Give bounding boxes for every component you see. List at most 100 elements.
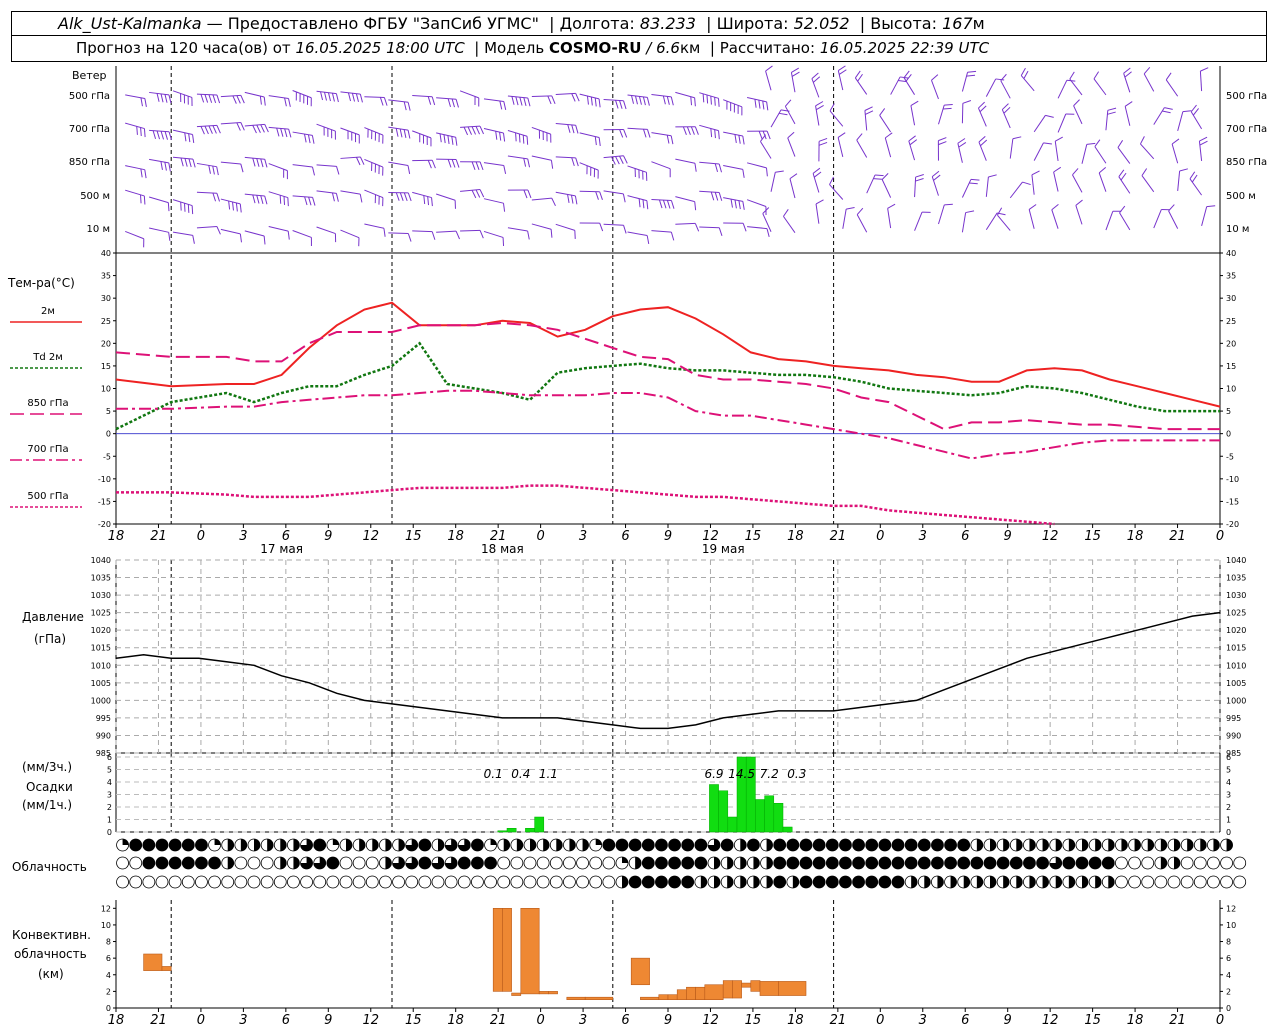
- lon-label: Долгота:: [559, 14, 635, 33]
- wind-barb-feather: [742, 201, 745, 210]
- time-tick-label: 0: [876, 529, 884, 544]
- time-tick-label: 6: [282, 529, 290, 544]
- cloud-symbol: [681, 875, 695, 889]
- pressure-tick-label-left: 1010: [91, 661, 111, 670]
- cloud-symbol: [444, 875, 458, 889]
- temp-legend-3: 700 гПа: [27, 444, 68, 455]
- wind-barb: [316, 164, 337, 167]
- wind-barb: [723, 131, 743, 137]
- wind-barb: [747, 226, 768, 230]
- wind-barb: [837, 137, 844, 158]
- wind-barb-feather: [666, 200, 671, 209]
- time-tick-label: 21: [830, 1013, 847, 1024]
- cloud-symbol: [208, 875, 221, 889]
- wind-barb: [627, 165, 647, 173]
- cloud-symbol: [694, 856, 708, 870]
- wind-barb-feather: [594, 136, 597, 146]
- cloud-symbol-half: [438, 839, 444, 851]
- wind-barb-feather: [263, 96, 266, 106]
- wind-barb-feather: [1031, 170, 1040, 176]
- wind-barb: [1141, 175, 1155, 193]
- precip-bar: [534, 816, 545, 833]
- wind-barb-feather: [702, 93, 705, 103]
- computed-time: 16.05.2025 22:39 UTC: [819, 39, 990, 57]
- wind-barb-feather: [1003, 106, 1011, 114]
- wind-barb-feather: [734, 199, 737, 209]
- conv-cloud-bar: [548, 991, 558, 995]
- wind-barb: [1020, 75, 1035, 92]
- wind-level-label-left: 500 м: [80, 191, 110, 202]
- wind-barb: [675, 91, 695, 99]
- wind-barb-feather: [427, 96, 432, 105]
- cloud-symbol: [773, 856, 787, 870]
- pressure-tick-label-left: 1040: [91, 556, 111, 565]
- wind-barb: [579, 190, 600, 193]
- cloud-symbol-half: [1029, 839, 1036, 851]
- time-tick-label: 18: [1127, 529, 1144, 544]
- cloud-symbol-half: [280, 857, 287, 869]
- wind-barb-feather: [216, 94, 221, 104]
- conv-cloud-bar: [778, 981, 807, 996]
- pressure-unit-label: (гПа): [34, 632, 66, 646]
- time-tick-label: 12: [362, 529, 379, 544]
- alt-value: 167: [942, 14, 973, 33]
- wind-barb-feather: [236, 95, 241, 104]
- wind-barb: [340, 127, 360, 136]
- cloud-symbol-half: [569, 839, 576, 851]
- wind-barb-feather: [403, 101, 407, 111]
- wind-barb-feather: [140, 194, 142, 204]
- wind-barb: [603, 223, 624, 226]
- wind-barb-feather: [875, 174, 884, 177]
- cloud-symbol: [812, 875, 826, 889]
- lat-label: Широта:: [716, 14, 789, 33]
- precip-tick-label-right: 6: [1226, 753, 1231, 762]
- wind-barb-feather: [1119, 205, 1126, 214]
- wind-barb-feather: [646, 235, 650, 245]
- wind-barb-feather: [766, 228, 770, 237]
- cloud-symbol: [1207, 856, 1220, 870]
- wind-barb: [483, 230, 504, 238]
- wind-barb: [747, 96, 767, 103]
- wind-barb: [388, 99, 409, 103]
- wind-barb-feather: [619, 100, 623, 109]
- cloud-symbol-half: [1108, 876, 1115, 888]
- conv-label: Конвективн.: [12, 928, 91, 942]
- wind-barb: [811, 78, 820, 98]
- wind-barb-feather: [642, 199, 645, 209]
- cloud-symbol: [1193, 875, 1207, 889]
- wind-barb-feather: [1001, 103, 1009, 110]
- cloud-symbol: [129, 875, 143, 889]
- wind-barb-feather: [791, 67, 800, 73]
- wind-barb-feather: [615, 156, 620, 165]
- wind-barb-feather: [690, 96, 693, 106]
- wind-barb-feather: [160, 131, 165, 140]
- wind-barb-feather: [829, 176, 834, 185]
- wind-barb: [1001, 109, 1011, 129]
- cloud-symbol-half: [727, 876, 734, 888]
- conv-tick-label-right: 4: [1226, 971, 1231, 980]
- precip-bar: [764, 795, 775, 833]
- conv-cloud-bar: [695, 986, 706, 1000]
- wind-barb-feather: [347, 92, 352, 102]
- temp-tick-label-right: -20: [1226, 520, 1239, 529]
- cloud-symbol: [497, 875, 511, 889]
- wind-barb: [364, 159, 384, 168]
- wind-barb-feather: [160, 161, 163, 170]
- wind-barb: [1117, 147, 1131, 164]
- wind-barb-feather: [909, 139, 918, 146]
- precip-bar: [782, 826, 793, 833]
- wind-barb-feather: [359, 193, 363, 203]
- wind-barb-feather: [1069, 71, 1075, 80]
- wind-barb-feather: [718, 192, 723, 201]
- wind-barb-feather: [1051, 203, 1059, 211]
- wind-barb-feather: [1028, 204, 1037, 210]
- cloud-symbol-half: [990, 876, 996, 888]
- wind-barb: [149, 227, 169, 233]
- time-tick-label: 12: [1042, 529, 1059, 544]
- temp-series-3: [116, 389, 1220, 460]
- wind-barb: [829, 110, 844, 127]
- cloud-symbol: [510, 875, 524, 889]
- time-tick-label: 3: [239, 529, 247, 544]
- cloud-symbol: [142, 838, 156, 852]
- wind-barb-feather: [184, 158, 188, 167]
